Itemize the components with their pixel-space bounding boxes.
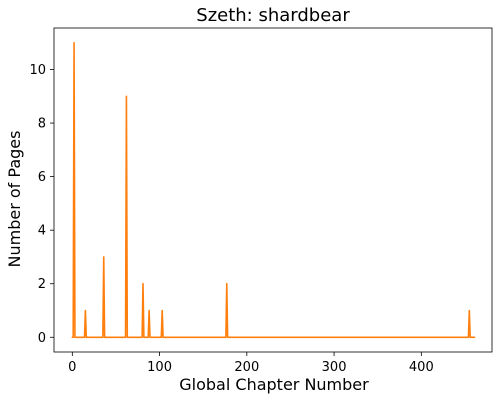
x-axis-label: Global Chapter Number <box>179 375 369 394</box>
axis-ticks: 0 100 200 300 400 0 2 4 6 8 10 <box>29 63 433 375</box>
series-line <box>71 41 476 339</box>
x-tick-label: 200 <box>234 360 259 375</box>
y-tick-label: 0 <box>38 331 46 346</box>
y-tick-label: 8 <box>38 117 46 132</box>
plot-frame <box>53 27 493 353</box>
y-tick-label: 6 <box>38 170 46 185</box>
x-tick-label: 0 <box>68 360 76 375</box>
chart-title: Szeth: shardbear <box>196 5 350 26</box>
x-tick-label: 300 <box>322 360 347 375</box>
series-layer <box>71 41 476 339</box>
x-tick-label: 100 <box>147 360 172 375</box>
y-axis-label: Number of Pages <box>5 131 24 268</box>
y-tick-label: 2 <box>38 277 46 292</box>
y-tick-label: 4 <box>38 224 46 239</box>
y-tick-label: 10 <box>29 63 46 78</box>
x-tick-label: 400 <box>409 360 434 375</box>
